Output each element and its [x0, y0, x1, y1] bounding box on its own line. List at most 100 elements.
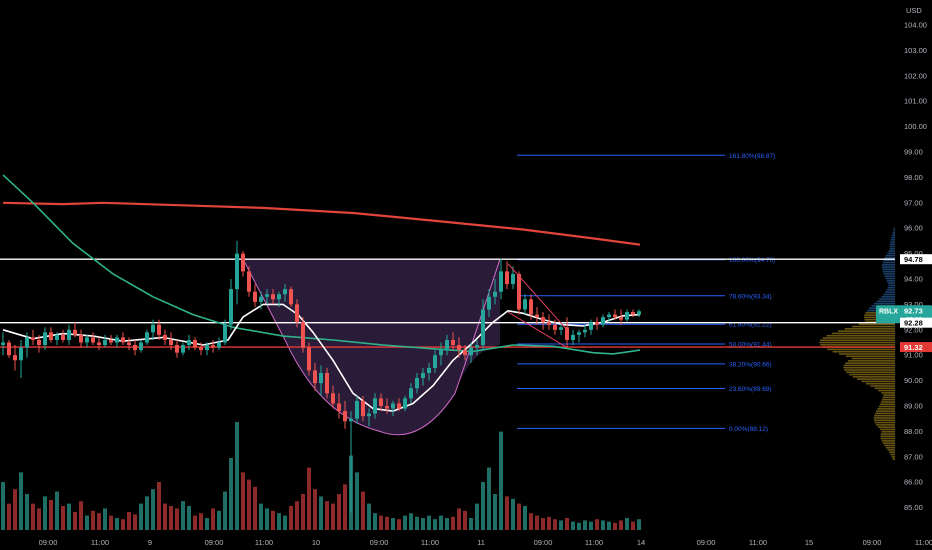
candle-body: [565, 327, 569, 340]
moving-average-long: [2, 201, 641, 246]
volume-profile-bar: [832, 350, 895, 353]
candle-body: [79, 334, 83, 343]
volume-bar: [469, 518, 473, 530]
candle-body: [337, 403, 341, 412]
price-tick-label: 86.00: [904, 478, 923, 487]
volume-bar: [97, 513, 101, 530]
volume-bar: [133, 514, 137, 530]
volume-profile-bar: [848, 360, 895, 362]
volume-bar: [265, 508, 269, 530]
volume-profile-bar: [890, 238, 895, 241]
volume-profile-bar: [884, 275, 895, 278]
volume-profile-bar: [878, 389, 895, 392]
volume-bar: [271, 510, 275, 530]
volume-bar: [607, 521, 611, 530]
volume-bar: [421, 518, 425, 530]
volume-bar: [541, 518, 545, 530]
candle-body: [169, 339, 173, 346]
volume-profile-bar: [838, 330, 895, 332]
volume-profile-bar: [870, 385, 895, 387]
volume-profile-bar: [888, 284, 895, 287]
volume-bar: [115, 518, 119, 530]
candlesticks: [1, 240, 641, 513]
candle-body: [229, 289, 233, 325]
volume-bar: [163, 503, 167, 530]
volume-profile-bar: [888, 250, 895, 252]
candle-body: [301, 322, 305, 348]
symbol-label: RBLX: [879, 308, 898, 315]
volume-bar: [37, 508, 41, 530]
volume-bar: [205, 518, 209, 530]
price-tick-label: 101.00: [904, 97, 927, 106]
volume-profile-bar: [881, 398, 895, 401]
volume-bar: [499, 431, 503, 530]
volume-profile-bar: [844, 328, 895, 330]
volume-profile-bar: [890, 241, 895, 243]
volume-profile-bar: [882, 396, 895, 399]
volume-profile-bar: [883, 293, 895, 296]
volume-profile-bar: [843, 366, 895, 369]
volume-profile-bar: [889, 243, 895, 246]
volume-bar: [259, 503, 263, 530]
price-tag: [900, 317, 932, 328]
volume-bar: [223, 491, 227, 530]
volume-bar: [229, 458, 233, 530]
volume-profile-bar: [844, 369, 895, 371]
volume-bar: [517, 503, 521, 530]
volume-bar: [193, 515, 197, 530]
candle-body: [409, 388, 413, 399]
candle-body: [373, 398, 377, 414]
volume-profile-bar: [893, 227, 895, 230]
candle-body: [517, 273, 521, 310]
volume-bar: [625, 518, 629, 530]
candle-body: [589, 322, 593, 330]
candle-body: [127, 342, 131, 346]
price-tick-label: 104.00: [904, 21, 927, 30]
candle-body: [325, 372, 329, 394]
volume-profile-bar: [852, 376, 895, 378]
volume-profile-bar: [890, 453, 895, 456]
price-tag: [900, 254, 932, 265]
volume-bar: [277, 513, 281, 530]
price-axis[interactable]: 85.00 86.00 87.00 88.00 89.00 90.00 91.00 92.00…: [904, 21, 927, 513]
candle-body: [541, 317, 545, 323]
candle-body: [379, 398, 383, 406]
volume-profile-bar: [851, 325, 895, 328]
candle-body: [223, 324, 227, 343]
candle-body: [277, 294, 281, 300]
volume-bar: [373, 513, 377, 530]
volume-profile-bar: [892, 232, 895, 234]
volume-bar: [613, 522, 617, 530]
volume-bar: [535, 515, 539, 530]
trend-line-lower: [507, 311, 568, 349]
volume-bar: [121, 519, 125, 530]
candle-body: [97, 342, 101, 346]
time-axis[interactable]: 09:00 11:00 9 09:00 11:00 10 09:00 11:00 11 09:00…: [39, 538, 932, 547]
time-tick-label: 09:00: [863, 538, 882, 547]
price-tick-label: 87.00: [904, 452, 923, 461]
volume-profile-bar: [882, 442, 895, 444]
volume-profile-bar: [880, 401, 895, 403]
volume-bar: [313, 489, 317, 530]
candle-body: [253, 291, 257, 302]
volume-bar: [43, 496, 47, 530]
volume-bar: [79, 501, 83, 530]
volume-bar: [307, 467, 311, 530]
volume-bar: [175, 508, 179, 530]
trend-lines: [507, 263, 568, 349]
volume-profile-bar: [891, 236, 895, 239]
time-tick-label: 11:00: [585, 538, 603, 547]
price-tick-label: 98.00: [904, 173, 923, 182]
fib-label: 100.00%(94.76): [729, 257, 775, 264]
fib-label: 61.80%(92.22): [729, 322, 772, 329]
moving-average-mid: [2, 174, 641, 355]
candle-body: [505, 271, 509, 285]
candle-body: [259, 296, 263, 302]
volume-profile-bar: [858, 323, 895, 326]
volume-profile-bar: [886, 289, 895, 291]
time-tick-label: 11:00: [421, 538, 439, 547]
volume-bar: [247, 479, 251, 530]
candle-body: [283, 289, 287, 295]
volume-profile-bar: [874, 421, 895, 424]
